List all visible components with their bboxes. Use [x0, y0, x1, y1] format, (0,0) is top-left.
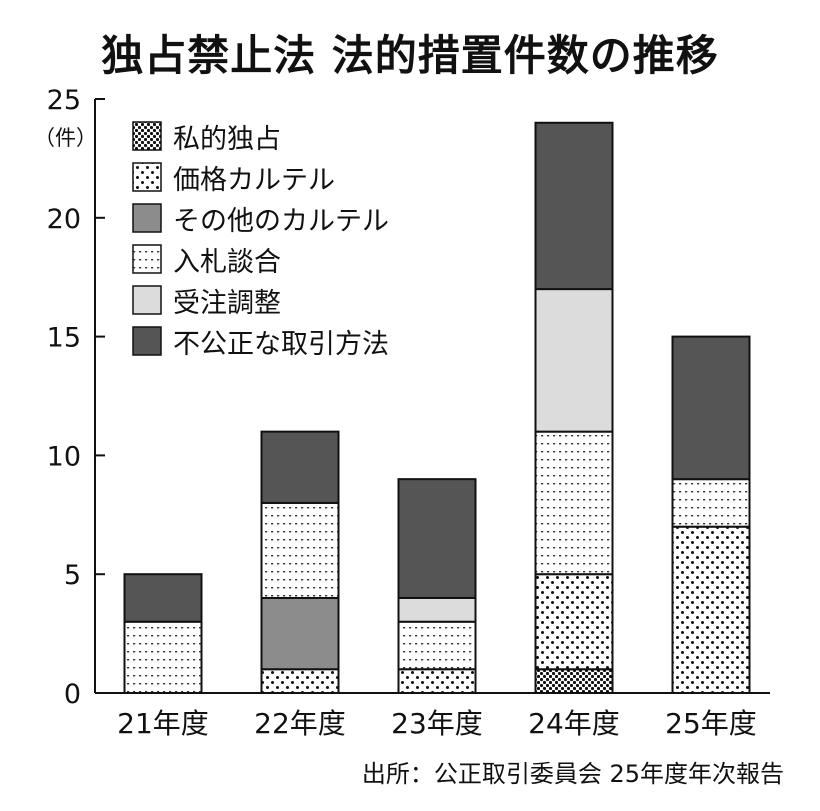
bar-segment-3-5: [397, 596, 477, 623]
bar-segment-4-2: [534, 573, 614, 671]
legend-swatch-3: [132, 203, 162, 233]
legend-swatch-4: [132, 244, 162, 274]
bar-segment-4-1: [534, 668, 614, 694]
bar-segment-3-2: [397, 668, 477, 694]
bar-segment-3-4: [397, 620, 477, 671]
bar-segment-2-3: [260, 596, 340, 671]
bar-segment-2-4: [260, 501, 340, 599]
legend-swatch-2: [132, 162, 162, 192]
legend-label-1: 私的独占: [173, 124, 281, 155]
bar-segment-2-6: [260, 430, 340, 504]
legend-label-3: その他のカルテル: [173, 206, 389, 237]
legend-label-4: 入札談合: [173, 247, 281, 278]
y-tick-label-25: 25: [47, 85, 81, 116]
legend-swatch-5: [132, 285, 162, 315]
bar-segment-4-6: [534, 121, 614, 291]
source-note: 出所：公正取引委員会 25年度年次報告: [361, 760, 784, 788]
legend-label-5: 受注調整: [173, 288, 281, 319]
bar-segment-4-4: [534, 430, 614, 576]
legend-label-6: 不公正な取引方法: [173, 329, 389, 360]
x-tick-label-5: 25年度: [665, 707, 757, 740]
bar-segment-5-6: [671, 335, 751, 481]
x-tick-label-2: 22年度: [254, 707, 346, 740]
x-tick-label-4: 24年度: [528, 707, 620, 740]
chart-title: 独占禁止法 法的措置件数の推移: [101, 31, 719, 80]
bar-segment-4-5: [534, 288, 614, 433]
legend-swatch-6: [132, 326, 162, 356]
legend-label-2: 価格カルテル: [173, 165, 335, 196]
bar-segment-1-6: [123, 573, 203, 623]
x-tick-label-1: 21年度: [117, 707, 209, 740]
bar-segment-5-2: [671, 525, 751, 694]
y-axis-unit-label: （件）: [34, 126, 97, 150]
y-tick-label-10: 10: [47, 441, 81, 472]
bar-segment-2-2: [260, 668, 340, 694]
y-tick-label-5: 5: [64, 560, 81, 591]
bar-segment-1-4: [123, 620, 203, 694]
y-tick-label-15: 15: [47, 323, 81, 354]
legend-swatch-1: [132, 121, 162, 151]
bar-segment-3-6: [397, 478, 477, 599]
y-tick-label-0: 0: [64, 679, 81, 710]
bar-segment-5-4: [671, 478, 751, 528]
x-tick-label-3: 23年度: [391, 707, 483, 740]
y-tick-label-20: 20: [47, 204, 81, 235]
